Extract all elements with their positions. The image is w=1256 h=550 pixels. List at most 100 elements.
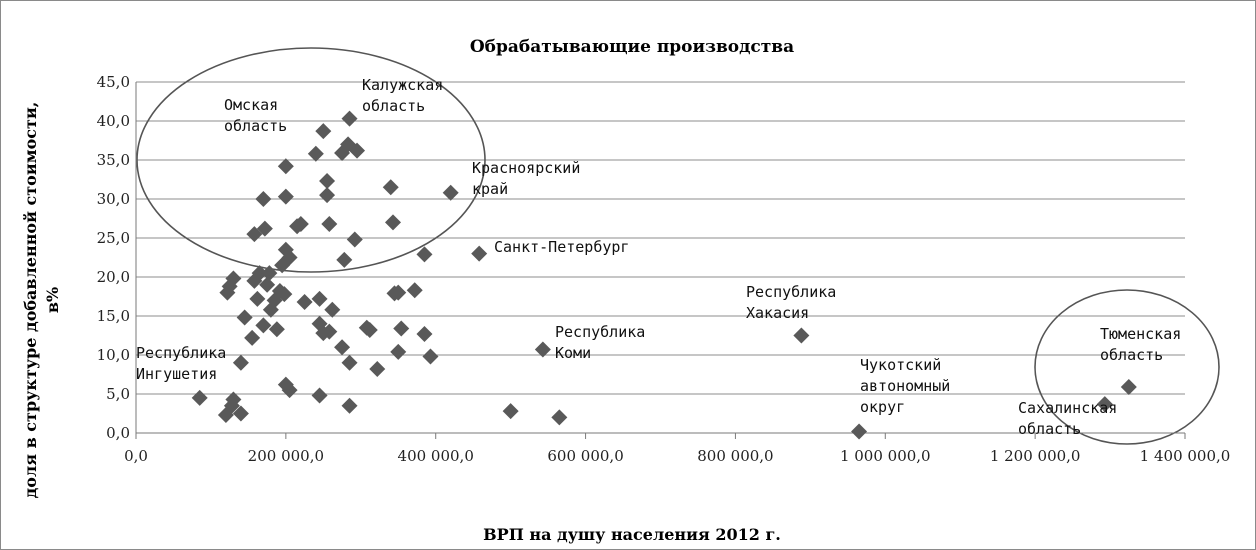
data-point	[225, 391, 242, 408]
data-point	[259, 276, 276, 293]
point-annotation: Сахалинская область	[1018, 399, 1117, 438]
data-point	[534, 341, 551, 358]
data-point	[256, 220, 273, 237]
x-tick-label: 1 200 000,0	[990, 447, 1081, 465]
data-point	[315, 123, 332, 140]
data-points	[191, 110, 1137, 440]
y-tick-label: 5,0	[106, 385, 130, 403]
data-point	[276, 286, 293, 303]
y-tick-label: 40,0	[97, 112, 130, 130]
data-point	[281, 382, 298, 399]
data-point	[390, 284, 407, 301]
x-tick-label: 1 400 000,0	[1140, 447, 1231, 465]
point-annotation: Тюменская область	[1100, 325, 1181, 364]
point-annotation: Красноярский край	[472, 159, 580, 198]
data-point	[390, 343, 407, 360]
x-tick-label: 0,0	[124, 447, 148, 465]
data-point	[471, 245, 488, 262]
x-tick-label: 800 000,0	[697, 447, 773, 465]
y-axis-label-line-2: в%	[43, 287, 62, 313]
data-point	[225, 270, 242, 287]
highlight-ellipse	[136, 47, 486, 273]
data-point	[422, 348, 439, 365]
y-tick-label: 35,0	[97, 151, 130, 169]
point-annotations: Калужская область Омская область Красноярски…	[136, 76, 1181, 438]
data-point	[232, 354, 249, 371]
data-point	[321, 323, 338, 340]
data-point	[292, 215, 309, 232]
data-point	[346, 231, 363, 248]
data-point	[277, 158, 294, 175]
y-tick-label: 10,0	[97, 346, 130, 364]
point-annotation: Омская область	[224, 96, 287, 135]
x-tick-label: 200 000,0	[248, 447, 324, 465]
data-point	[311, 290, 328, 307]
data-point	[236, 309, 253, 326]
data-point	[369, 361, 386, 378]
data-point	[385, 214, 402, 231]
data-point	[416, 246, 433, 263]
data-point	[336, 251, 353, 268]
data-point	[502, 403, 519, 420]
y-tick-label: 15,0	[97, 307, 130, 325]
x-axis-label: ВРП на душу населения 2012 г.	[483, 525, 781, 544]
y-tick-label: 25,0	[97, 229, 130, 247]
y-tick-label: 45,0	[97, 73, 130, 91]
y-axis-label-line-1: доля в структуре добавленной стоимости,	[21, 102, 40, 499]
data-point	[382, 179, 399, 196]
highlight-ellipse	[1034, 289, 1220, 445]
point-annotation: Республика Хакасия	[746, 283, 836, 322]
data-point	[277, 188, 294, 205]
data-point	[311, 387, 328, 404]
data-point	[261, 265, 278, 282]
data-point	[324, 301, 341, 318]
data-point	[551, 409, 568, 426]
point-annotation: Республика Коми	[555, 323, 645, 362]
data-point	[851, 423, 868, 440]
y-tick-label: 30,0	[97, 190, 130, 208]
data-point	[349, 142, 366, 159]
data-point	[406, 282, 423, 299]
data-point	[321, 215, 338, 232]
data-point	[416, 325, 433, 342]
data-point	[277, 241, 294, 258]
point-annotation: Калужская область	[362, 76, 443, 115]
data-point	[307, 145, 324, 162]
gridlines	[136, 81, 1185, 395]
y-axis-ticks: 0,0 5,0 10,0 15,0 20,0 25,0 30,0 35,0 40,0 45,0	[97, 73, 130, 442]
data-point	[244, 329, 261, 346]
x-tick-label: 400 000,0	[398, 447, 474, 465]
y-tick-label: 0,0	[106, 424, 130, 442]
point-annotation: Республика Ингушетия	[136, 344, 226, 383]
x-axis: 0,0 200 000,0 400 000,0 600 000,0 800 000,0 1…	[124, 82, 1230, 465]
data-point	[334, 339, 351, 356]
data-point	[341, 397, 358, 414]
point-annotation: Санкт-Петербург	[494, 238, 629, 256]
highlight-ellipses	[136, 47, 1220, 445]
data-point	[255, 317, 272, 334]
data-point	[249, 290, 266, 307]
data-point	[319, 187, 336, 204]
data-point	[361, 322, 378, 339]
data-point	[296, 293, 313, 310]
data-point	[341, 354, 358, 371]
data-point	[793, 327, 810, 344]
data-point	[251, 265, 268, 282]
data-point	[255, 191, 272, 207]
data-point	[268, 321, 285, 338]
data-point	[232, 405, 249, 422]
data-point	[1096, 396, 1113, 413]
chart-title: Обрабатывающие производства	[470, 37, 794, 57]
y-tick-label: 20,0	[97, 268, 130, 286]
x-tick-label: 600 000,0	[547, 447, 623, 465]
data-point	[442, 184, 459, 201]
point-annotation: Чукотский автономный округ	[860, 356, 950, 416]
data-point	[319, 173, 336, 190]
x-tick-label: 1 000 000,0	[840, 447, 931, 465]
data-point	[341, 110, 358, 127]
data-point	[191, 389, 208, 406]
data-point	[393, 320, 410, 337]
data-point	[1120, 378, 1137, 395]
data-point	[281, 249, 298, 266]
